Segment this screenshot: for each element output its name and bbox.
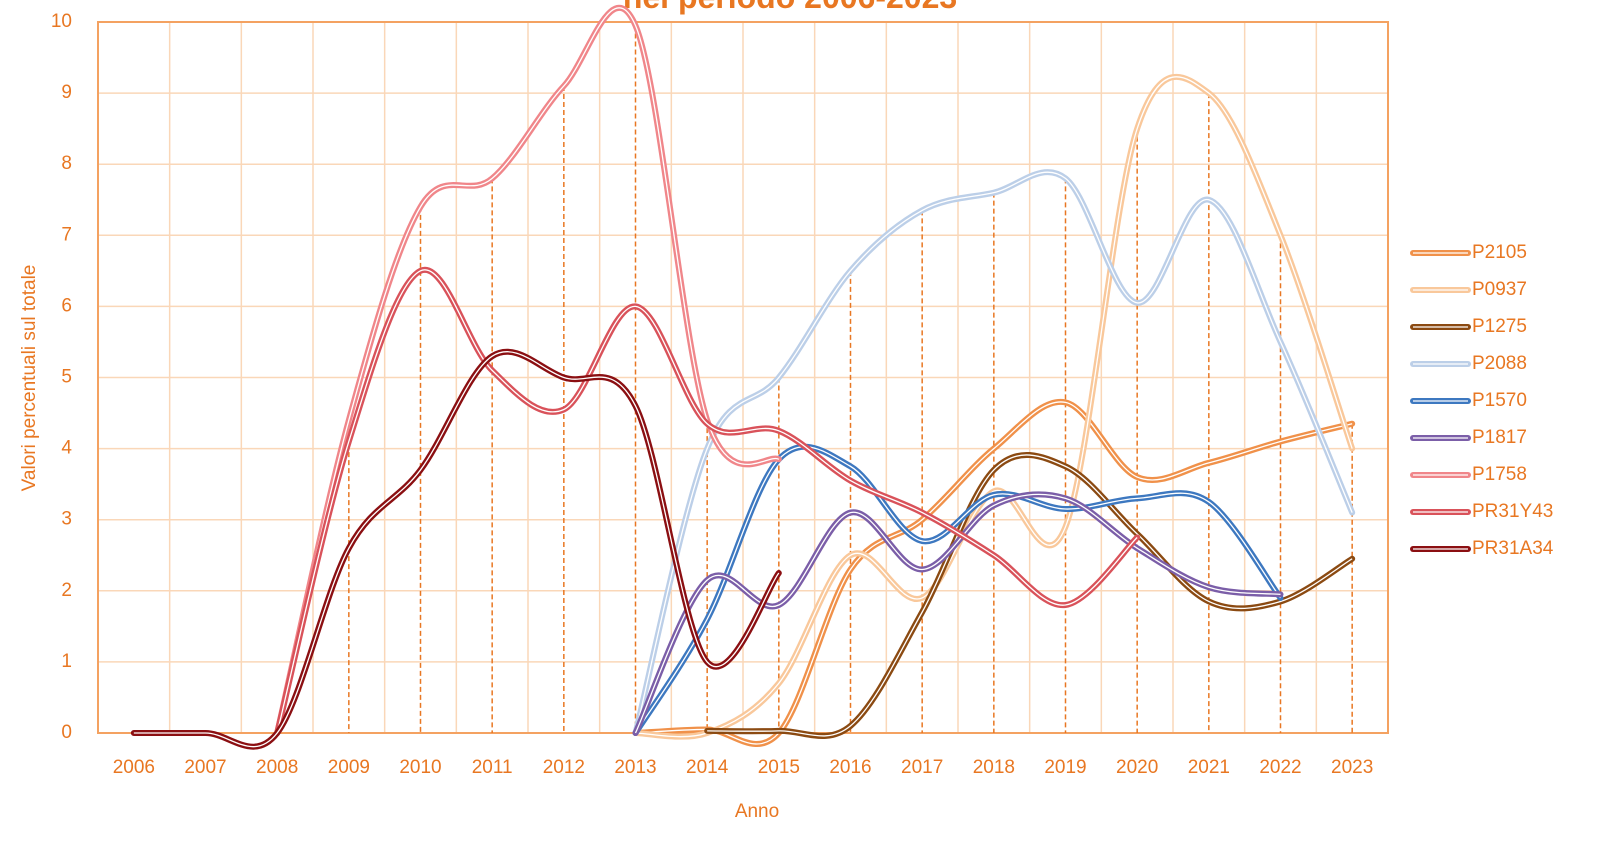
x-tick-label: 2008 [256,757,298,778]
legend-label: P2105 [1472,242,1527,263]
y-tick-label: 4 [61,438,72,459]
x-tick-label: 2010 [399,757,441,778]
series-line-highlight [634,446,1282,734]
x-tick-label: 2007 [184,757,226,778]
series-line-highlight [634,171,1353,734]
series-line-highlight [635,76,1353,738]
legend-label: PR31Y43 [1472,501,1553,522]
series-line-highlight [276,269,1138,734]
x-tick-label: 2016 [829,757,871,778]
series-line-highlight [634,493,1281,734]
x-tick-label: 2013 [614,757,656,778]
x-tick-label: 2020 [1116,757,1158,778]
x-tick-label: 2017 [901,757,943,778]
x-tick-label: 2009 [328,757,370,778]
y-tick-label: 5 [61,367,72,388]
x-tick-label: 2021 [1188,757,1230,778]
x-tick-label: 2014 [686,757,729,778]
x-tick-label: 2012 [543,757,585,778]
y-tick-label: 10 [51,11,72,32]
legend-label: P1758 [1472,464,1527,485]
series-line-highlight [276,7,780,734]
y-tick-label: 7 [61,224,72,245]
legend-label: P1275 [1472,316,1527,337]
series-line-highlight [635,401,1353,745]
legend-label: P0937 [1472,279,1527,300]
legend-label: P1570 [1472,390,1527,411]
y-tick-label: 2 [61,580,72,601]
series-line-highlight [707,454,1353,737]
y-tick-label: 0 [61,722,72,743]
x-tick-label: 2015 [758,757,800,778]
x-tick-label: 2023 [1331,757,1373,778]
y-tick-label: 8 [61,153,72,174]
legend-label: P1817 [1472,427,1527,448]
x-tick-label: 2019 [1044,757,1086,778]
y-axis-title: Valori percentuali sul totale [19,265,40,492]
series-line-highlight [133,351,780,748]
x-tick-label: 2011 [472,757,513,778]
legend-label: P2088 [1472,353,1527,374]
x-tick-label: 2006 [113,757,155,778]
x-axis-title: Anno [735,801,779,822]
y-tick-label: 6 [61,295,72,316]
y-tick-label: 1 [61,651,72,672]
y-tick-label: 9 [61,82,72,103]
legend-label: PR31A34 [1472,538,1554,559]
y-tick-label: 3 [61,509,72,530]
chart-title: nel periodo 2006-2023 [623,0,957,15]
x-tick-label: 2022 [1259,757,1301,778]
x-tick-label: 2018 [973,757,1015,778]
